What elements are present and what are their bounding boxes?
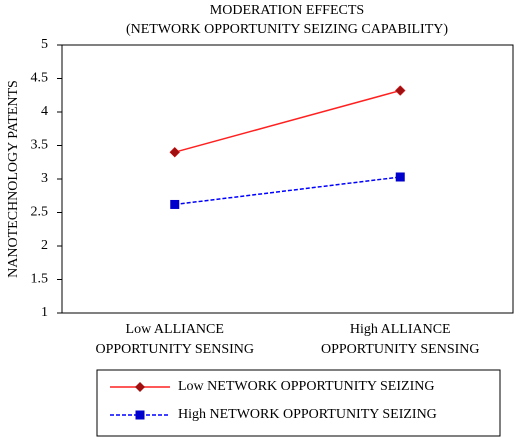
legend-label: Low NETWORK OPPORTUNITY SEIZING xyxy=(178,379,434,394)
y-tick-label: 3.5 xyxy=(31,138,49,153)
y-tick-label: 3 xyxy=(41,171,48,186)
y-axis-label: NANOTECHNOLOGY PATENTS xyxy=(6,80,21,278)
series-line xyxy=(174,89,401,153)
legend-marker xyxy=(135,382,145,392)
data-point xyxy=(395,172,405,182)
y-tick-label: 4 xyxy=(41,104,48,119)
chart-title: MODERATION EFFECTS xyxy=(210,3,364,18)
x-tick-label: High ALLIANCE OPPORTUNITY SENSING xyxy=(321,322,480,357)
chart-subtitle: (NETWORK OPPORTUNITY SEIZING CAPABILITY) xyxy=(126,22,448,37)
x-tick-label: Low ALLIANCE OPPORTUNITY SENSING xyxy=(95,322,254,357)
legend-label: High NETWORK OPPORTUNITY SEIZING xyxy=(178,407,437,422)
legend-marker xyxy=(135,410,145,420)
y-tick-label: 1.5 xyxy=(31,272,49,287)
y-tick-label: 2.5 xyxy=(31,205,49,220)
data-point xyxy=(394,85,406,96)
legend-box xyxy=(96,369,501,437)
data-point xyxy=(169,146,181,158)
y-tick-label: 1 xyxy=(41,305,48,320)
y-tick-label: 5 xyxy=(41,37,48,52)
plot-frame xyxy=(61,44,514,314)
y-tick-label: 4.5 xyxy=(31,71,49,86)
y-tick-label: 2 xyxy=(41,238,48,253)
series-line xyxy=(174,176,401,206)
data-point xyxy=(170,199,180,209)
